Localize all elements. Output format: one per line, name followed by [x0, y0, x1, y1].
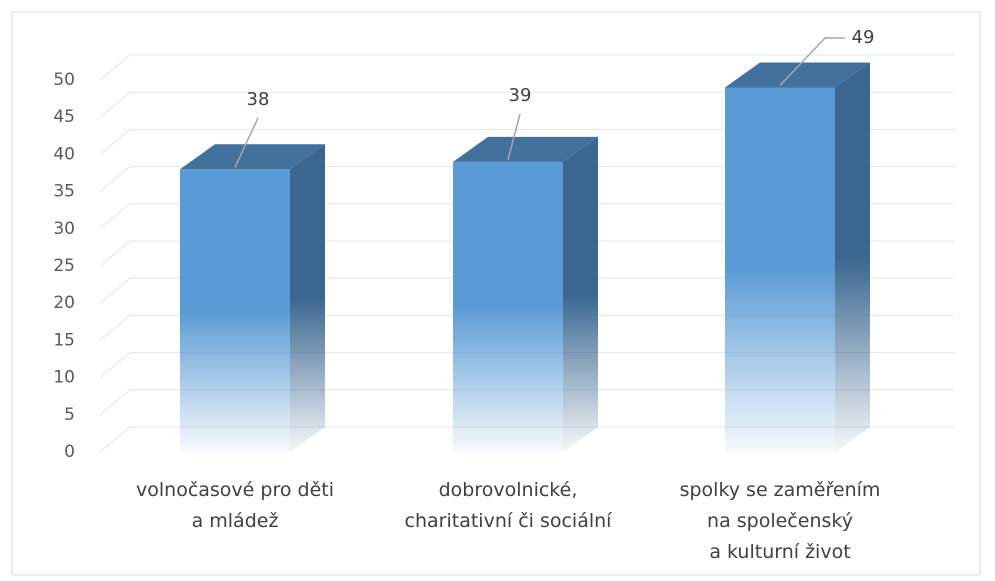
y-tick-label: 35 — [53, 182, 75, 202]
y-tick-label: 45 — [53, 107, 75, 127]
grid-line — [99, 166, 131, 192]
y-tick-label: 0 — [64, 442, 75, 462]
y-tick-label: 5 — [64, 405, 75, 425]
y-tick-label: 30 — [53, 219, 75, 239]
x-tick-label: spolky se zaměřením na společenský a kultu… — [680, 479, 881, 563]
leader-line — [779, 37, 845, 86]
bar-front — [180, 169, 290, 452]
x-tick-line: charitativní či sociální — [405, 510, 613, 532]
bar-top — [180, 144, 325, 170]
grid-line — [99, 240, 131, 267]
bar-front — [453, 161, 563, 452]
y-tick-label: 25 — [53, 256, 75, 276]
bar-side — [563, 136, 598, 452]
y-tick-label: 10 — [53, 368, 75, 388]
grid-line — [99, 54, 131, 81]
grid-line — [99, 426, 131, 453]
grid-line — [99, 352, 131, 378]
x-tick-line: a mládež — [192, 510, 279, 532]
data-label: 49 — [852, 27, 875, 48]
y-tick-label: 15 — [53, 330, 75, 350]
x-tick-line: spolky se zaměřením — [680, 479, 881, 501]
y-tick-label: 50 — [53, 70, 75, 90]
x-tick-line: na společenský — [707, 510, 853, 532]
grid-line — [99, 129, 131, 155]
grid-line — [99, 91, 131, 118]
grid-line — [99, 277, 131, 304]
data-label: 39 — [509, 85, 532, 106]
data-label: 38 — [247, 89, 270, 110]
bar-front — [725, 87, 835, 452]
x-tick-label: volnočasové pro děti a mládež — [136, 479, 334, 532]
y-tick-label: 40 — [53, 144, 75, 164]
grid-line — [99, 315, 131, 341]
bar-side — [290, 144, 325, 452]
bar-side — [835, 62, 870, 452]
x-tick-line: dobrovolnické, — [439, 479, 578, 501]
bar-top — [453, 136, 598, 162]
leader-line — [507, 113, 521, 161]
bar-top — [725, 62, 870, 88]
grid-line — [99, 389, 131, 416]
grid-line — [99, 203, 131, 230]
leader-line — [234, 117, 259, 168]
x-tick-line: a kulturní život — [709, 541, 850, 563]
y-tick-label: 20 — [53, 293, 75, 313]
x-tick-line: volnočasové pro děti — [136, 479, 334, 501]
x-tick-label: dobrovolnické, charitativní či sociální — [405, 479, 613, 532]
